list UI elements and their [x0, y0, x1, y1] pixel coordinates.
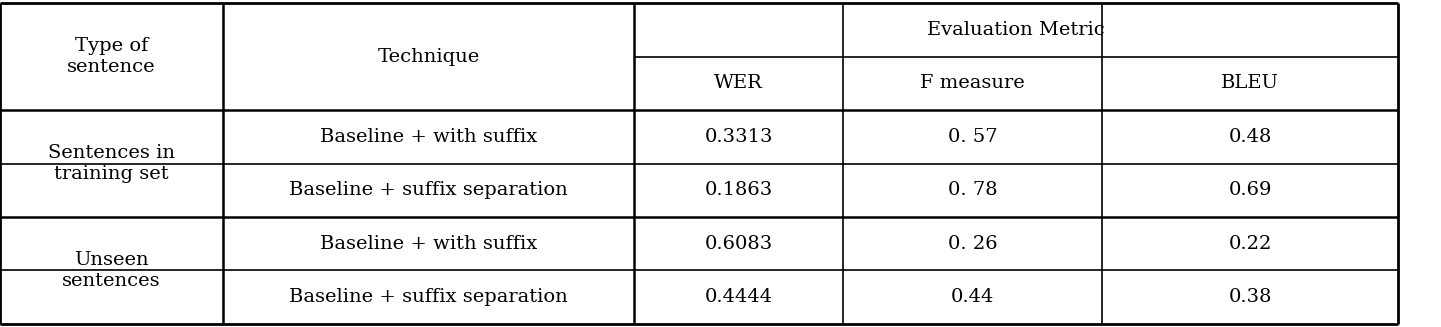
Text: 0. 57: 0. 57 — [948, 128, 997, 146]
Text: BLEU: BLEU — [1221, 74, 1280, 93]
Text: Baseline + suffix separation: Baseline + suffix separation — [290, 181, 568, 199]
Text: Baseline + with suffix: Baseline + with suffix — [320, 128, 537, 146]
Text: WER: WER — [715, 74, 762, 93]
Text: 0.3313: 0.3313 — [705, 128, 772, 146]
Text: 0.4444: 0.4444 — [705, 288, 772, 306]
Text: Evaluation Metric: Evaluation Metric — [927, 21, 1105, 39]
Text: Baseline + suffix separation: Baseline + suffix separation — [290, 288, 568, 306]
Text: 0. 26: 0. 26 — [948, 234, 997, 253]
Text: Unseen
sentences: Unseen sentences — [62, 251, 161, 290]
Text: F measure: F measure — [921, 74, 1025, 93]
Text: Baseline + with suffix: Baseline + with suffix — [320, 234, 537, 253]
Text: 0.69: 0.69 — [1228, 181, 1272, 199]
Text: Sentences in
training set: Sentences in training set — [48, 144, 176, 183]
Text: Type of
sentence: Type of sentence — [68, 37, 156, 76]
Text: 0.48: 0.48 — [1228, 128, 1272, 146]
Text: 0.6083: 0.6083 — [705, 234, 772, 253]
Text: 0.44: 0.44 — [951, 288, 994, 306]
Text: 0.1863: 0.1863 — [705, 181, 772, 199]
Text: 0.22: 0.22 — [1228, 234, 1272, 253]
Text: 0.38: 0.38 — [1228, 288, 1272, 306]
Text: Technique: Technique — [378, 48, 480, 66]
Text: 0. 78: 0. 78 — [948, 181, 997, 199]
